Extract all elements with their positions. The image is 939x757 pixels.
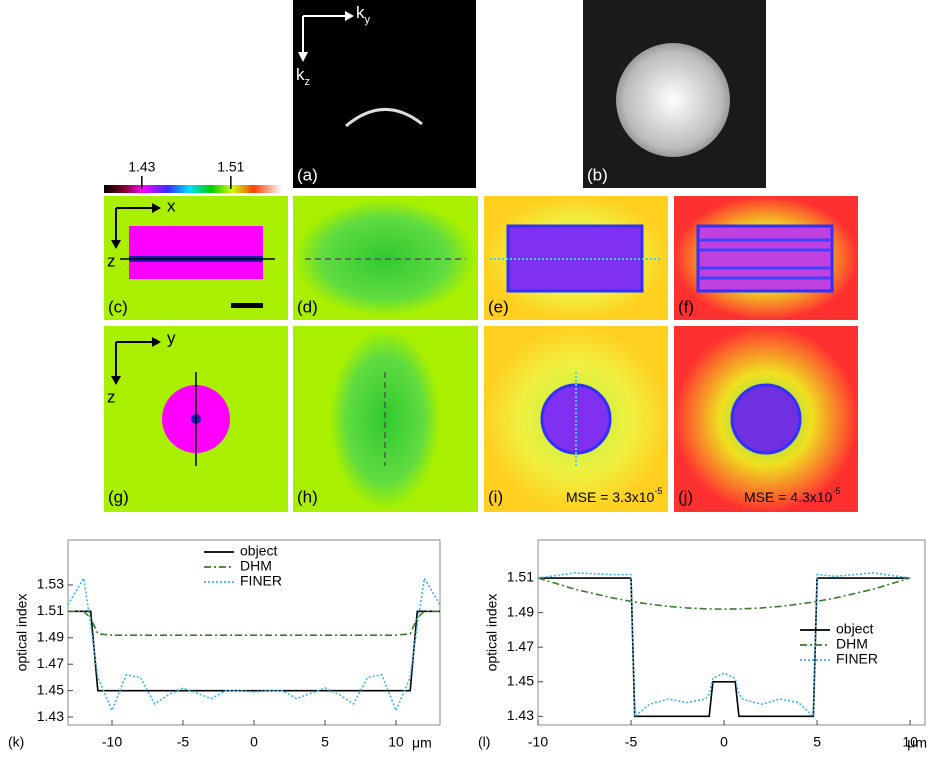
x-tick-label: 0 (720, 734, 728, 750)
arrows (298, 11, 354, 62)
y-tick-label: 1.49 (37, 628, 64, 644)
series-line (68, 610, 440, 692)
y-tick-label: 1.47 (37, 655, 64, 671)
y-axis-label: optical index (14, 594, 30, 672)
x-tick-label: -5 (625, 734, 638, 750)
colorbar-tick-label: 1.51 (217, 159, 244, 175)
y-tick-label: 1.47 (507, 638, 534, 654)
mse-text: MSE = 4.3x10 (744, 489, 833, 505)
panel-label: (e) (488, 297, 509, 316)
panel-label: (f) (678, 297, 694, 316)
legend-label: DHM (836, 636, 868, 652)
sub: z (305, 76, 311, 88)
y-tick-label: 1.53 (37, 576, 64, 592)
arrows (111, 203, 161, 249)
x-unit: μm (412, 735, 432, 751)
legend-label: FINER (240, 573, 282, 589)
colorbar (104, 185, 282, 193)
axis-ky: ky (356, 3, 371, 25)
axis-label: z (107, 387, 116, 406)
panel-label: (d) (297, 297, 318, 316)
legend-label: DHM (240, 558, 272, 574)
axes (115, 207, 152, 240)
y-tick-label: 1.43 (37, 708, 64, 724)
panel-label: (c) (108, 297, 128, 316)
mse-exp: -5 (654, 486, 662, 496)
panel-label: (k) (8, 734, 24, 750)
x-unit: μm (907, 735, 927, 751)
x-tick-label: 10 (388, 734, 404, 750)
disk (540, 383, 612, 455)
y-tick-label: 1.45 (37, 681, 64, 697)
axis-kz: kz (296, 65, 310, 87)
panel-label: (g) (108, 487, 129, 506)
object-rect (129, 226, 263, 279)
legend-label: object (836, 621, 873, 637)
axis-label: y (167, 328, 176, 347)
stripes (700, 238, 830, 280)
mse-exp: -5 (832, 486, 840, 496)
panel-label: (i) (488, 487, 503, 506)
y-tick-label: 1.49 (507, 603, 534, 619)
sub: y (365, 14, 371, 26)
object-rect (696, 224, 834, 293)
arc (345, 108, 423, 128)
series-line (68, 610, 440, 636)
x-tick-label: 10 (902, 734, 918, 750)
k: k (356, 3, 365, 22)
axis-label: x (167, 196, 176, 215)
image-a (293, 0, 476, 188)
x-tick-label: 5 (813, 734, 821, 750)
y-tick-label: 1.43 (507, 707, 534, 723)
mse-text: MSE = 3.3x10 (566, 489, 655, 505)
colorbar-tick-label: 1.43 (128, 159, 155, 175)
panel-label: (a) (297, 165, 318, 184)
arrows (111, 337, 161, 385)
x-tick-label: -5 (177, 734, 190, 750)
panel-label: (b) (587, 165, 608, 184)
series-line (537, 577, 911, 610)
panel-label: (h) (297, 487, 318, 506)
axes (115, 341, 152, 376)
axes (302, 15, 345, 52)
y-axis-label: optical index (484, 594, 500, 672)
y-tick-label: 1.51 (507, 569, 534, 585)
panel-label: (j) (678, 487, 693, 506)
blob (295, 200, 475, 316)
blob (330, 329, 440, 509)
x-tick-label: 5 (321, 734, 329, 750)
scale-bar (231, 303, 263, 308)
x-tick-label: -10 (528, 734, 548, 750)
legend-label: object (240, 543, 277, 559)
panel-label: (l) (478, 734, 490, 750)
series-line (67, 575, 441, 713)
legend-label: FINER (836, 651, 878, 667)
disk (616, 43, 730, 157)
y-tick-label: 1.45 (507, 672, 534, 688)
x-tick-label: 0 (250, 734, 258, 750)
k: k (296, 65, 305, 84)
plot-frame (537, 539, 926, 726)
mse: MSE = 4.3x10-5 (744, 486, 840, 504)
mse: MSE = 3.3x10-5 (566, 486, 662, 504)
axis-label: z (107, 251, 116, 270)
disk (730, 383, 802, 455)
y-tick-label: 1.51 (37, 602, 64, 618)
x-tick-label: -10 (102, 734, 122, 750)
